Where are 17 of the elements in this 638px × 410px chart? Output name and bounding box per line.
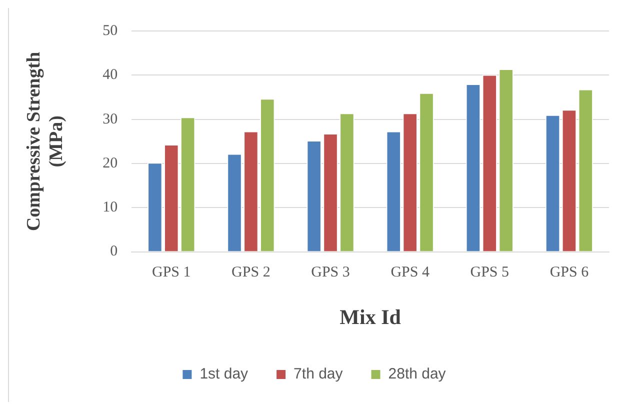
x-tick-label: GPS 1 [152,264,191,281]
y-tick-label: 20 [102,155,118,172]
legend-label: 7th day [294,366,344,383]
legend-label: 28th day [388,366,446,383]
y-tick-label: 40 [102,67,118,84]
y-axis-title: Compressive Strength (MPa) [23,51,68,232]
y-tick-label: 50 [102,22,118,39]
y-tick-label: 30 [102,111,118,128]
x-tick-label: GPS 6 [550,264,590,281]
legend-label: 1st day [200,366,249,383]
x-tick-label: GPS 4 [390,264,430,281]
y-tick-label: 10 [102,200,118,216]
x-tick-label: GPS 2 [232,264,270,281]
x-tick-label: GPS 5 [470,264,510,281]
x-axis-title: Mix Id [340,304,402,329]
y-tick-label: 0 [110,244,118,260]
x-tick-label: GPS 3 [311,264,350,281]
